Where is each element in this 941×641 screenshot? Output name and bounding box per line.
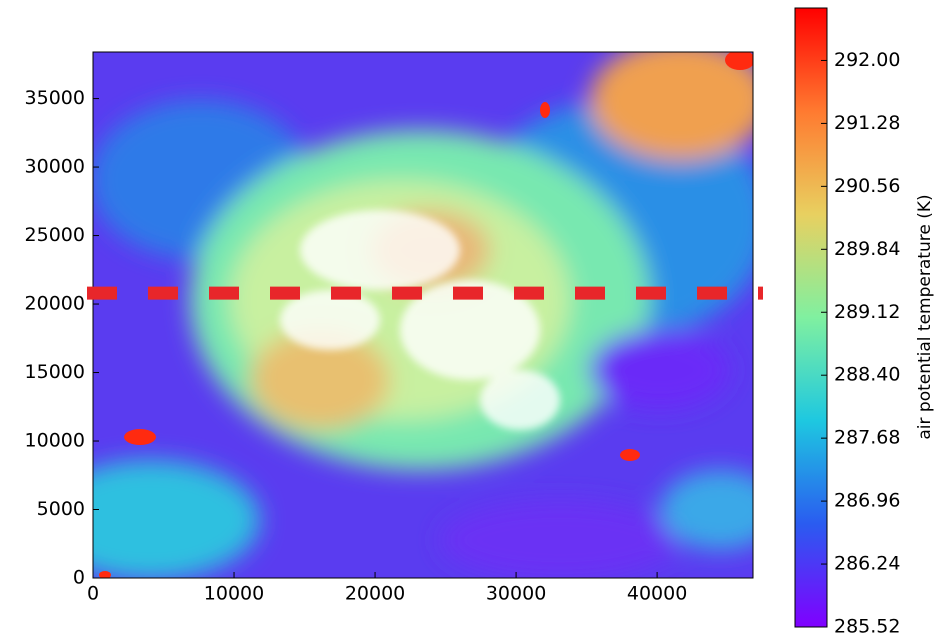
heatmap-field (40, 40, 780, 580)
y-tick-label: 25000 (25, 224, 85, 246)
colorbar-tick-label: 286.24 (834, 553, 900, 575)
y-tick-label: 20000 (25, 293, 85, 315)
x-tick-label: 20000 (345, 583, 405, 605)
y-tick-label: 0 (73, 567, 85, 589)
colorbar-tick-label: 287.68 (834, 427, 900, 449)
x-tick-label: 0 (87, 583, 99, 605)
y-tick-label: 10000 (25, 430, 85, 452)
colorbar-tick-label: 292.00 (834, 49, 900, 71)
x-tick-label: 10000 (204, 583, 264, 605)
colorbar-tick-label: 289.12 (834, 301, 900, 323)
colorbar-tick-label: 291.28 (834, 112, 900, 134)
chart: air potential temperature (K) 0 10000 2000… (0, 0, 941, 637)
colorbar-tick-label: 290.56 (834, 175, 900, 197)
colorbar-tick-label: 286.96 (834, 490, 900, 512)
colorbar-tick-label: 289.84 (834, 238, 900, 260)
x-tick-label: 30000 (486, 583, 546, 605)
x-tick-label: 40000 (627, 583, 687, 605)
colorbar (795, 8, 827, 627)
colorbar-tick-label: 285.52 (834, 616, 900, 638)
colorbar-tick-label: 288.40 (834, 364, 900, 386)
y-tick-label: 15000 (25, 361, 85, 383)
y-tick-label: 30000 (25, 156, 85, 178)
y-tick-label: 5000 (37, 498, 85, 520)
y-tick-label: 35000 (25, 87, 85, 109)
colorbar-label: air potential temperature (K) (915, 194, 935, 439)
